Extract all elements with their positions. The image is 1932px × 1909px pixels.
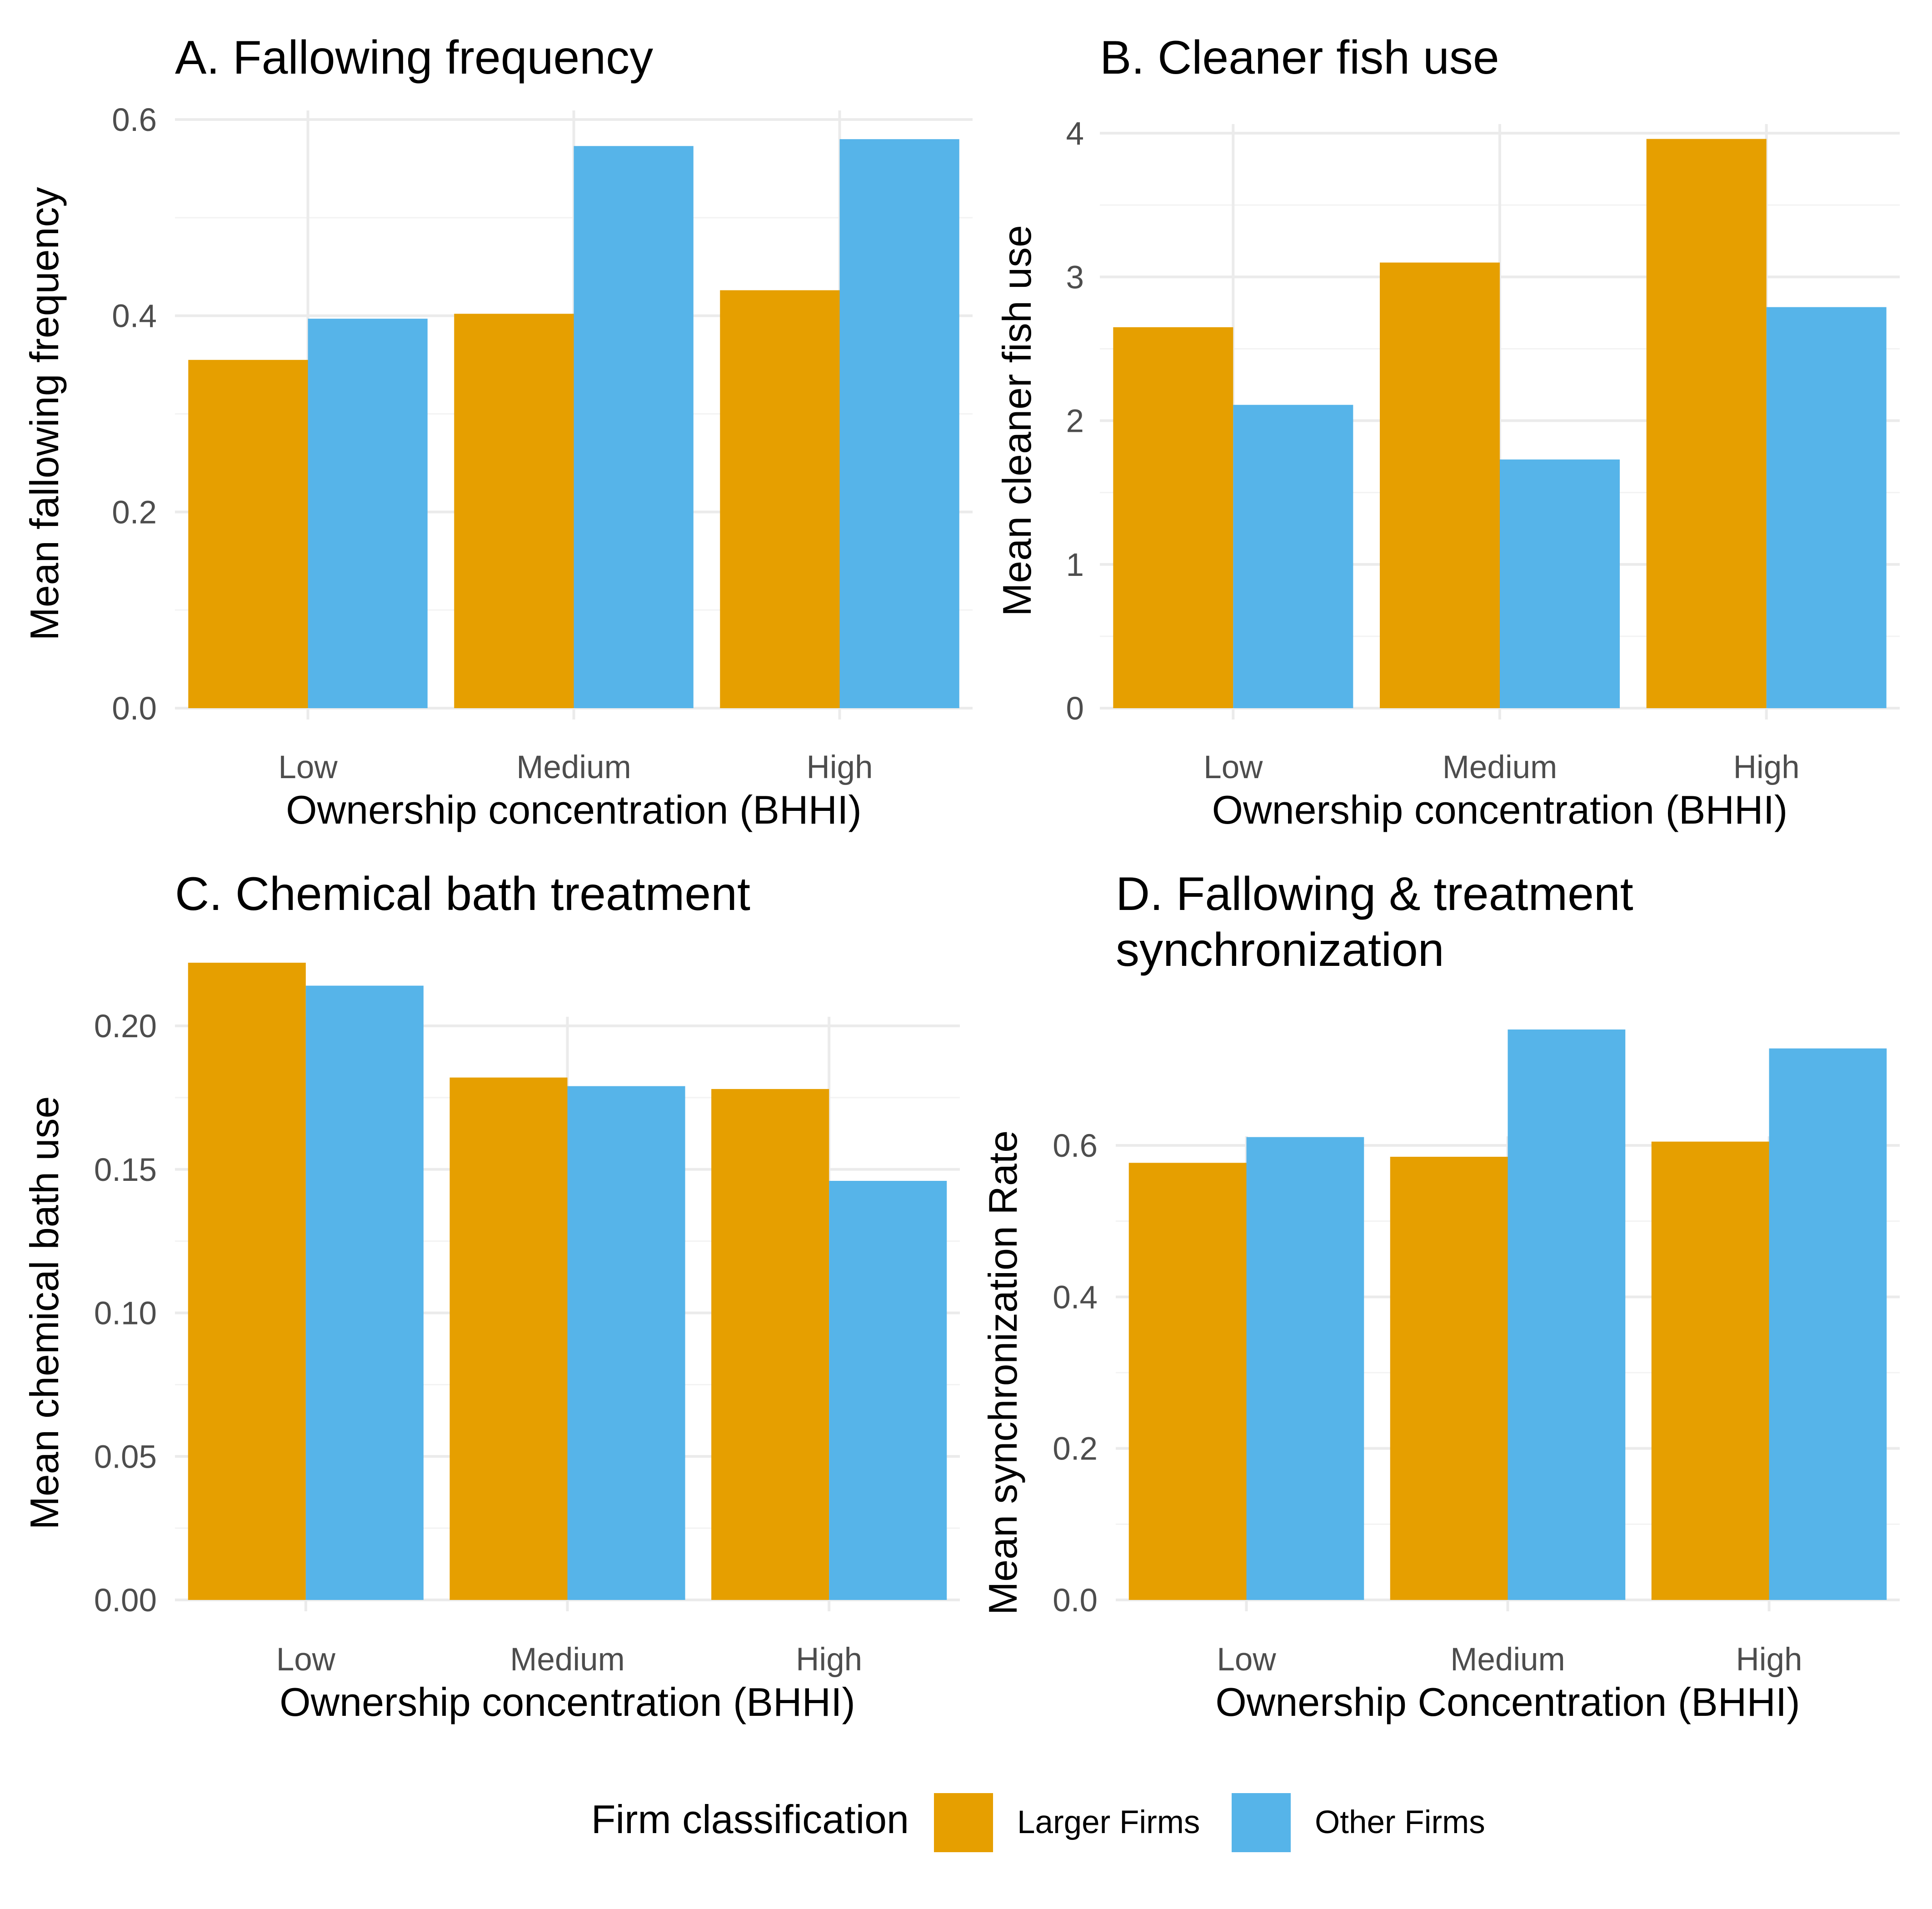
y-tick-label: 3 xyxy=(1066,260,1084,295)
x-axis-title: Ownership concentration (BHHI) xyxy=(1212,787,1788,832)
legend-label: Larger Firms xyxy=(1017,1804,1200,1840)
y-tick-label: 0 xyxy=(1066,691,1084,727)
x-tick-label: High xyxy=(1736,1642,1802,1678)
y-axis-title: Mean fallowing frequency xyxy=(22,187,67,641)
bar-other-firms-medium xyxy=(1500,459,1620,708)
bar-larger-firms-low xyxy=(188,963,306,1600)
bar-larger-firms-low xyxy=(188,360,308,708)
legend-key-other-firms xyxy=(1232,1793,1291,1852)
panel-title: D. Fallowing & treatment synchronization xyxy=(1116,868,1633,976)
bar-other-firms-high xyxy=(839,139,959,709)
legend: Firm classification Larger Firms Other Fir… xyxy=(591,1793,1485,1852)
y-tick-label: 0.10 xyxy=(94,1296,157,1332)
y-tick-label: 0.4 xyxy=(1053,1279,1098,1315)
bar-larger-firms-high xyxy=(711,1089,829,1600)
x-tick-label: High xyxy=(796,1642,862,1678)
x-tick-label: Medium xyxy=(1443,750,1558,785)
bar-other-firms-medium xyxy=(574,146,694,708)
bar-larger-firms-medium xyxy=(1390,1157,1508,1600)
panel-title-line: synchronization xyxy=(1116,924,1444,976)
y-tick-label: 0.0 xyxy=(112,691,157,727)
bar-other-firms-low xyxy=(308,319,428,708)
x-tick-label: Medium xyxy=(510,1642,625,1678)
y-axis-title: Mean chemical bath use xyxy=(22,1096,67,1530)
panel-title: B. Cleaner fish use xyxy=(1100,31,1499,84)
panel-title: C. Chemical bath treatment xyxy=(175,868,750,920)
x-tick-label: Low xyxy=(278,750,338,785)
y-tick-label: 4 xyxy=(1066,116,1084,152)
bar-larger-firms-low xyxy=(1128,1163,1247,1600)
legend-title: Firm classification xyxy=(591,1797,909,1842)
panel-c: 0.00 0.05 0.10 0.15 0.20 Low Medium HighOwnersh… xyxy=(22,868,960,1724)
x-axis-title: Ownership concentration (BHHI) xyxy=(280,1679,855,1724)
bar-larger-firms-high xyxy=(720,290,840,708)
y-tick-label: 0.6 xyxy=(1053,1128,1098,1164)
x-tick-label: High xyxy=(806,750,873,785)
x-axis-title: Ownership Concentration (BHHI) xyxy=(1215,1679,1800,1724)
y-tick-label: 0.4 xyxy=(112,299,157,335)
x-axis-title: Ownership concentration (BHHI) xyxy=(286,787,862,832)
legend-key-larger-firms xyxy=(934,1793,993,1852)
y-tick-label: 0.00 xyxy=(94,1583,157,1619)
y-axis-title: Mean synchronization Rate xyxy=(980,1130,1025,1615)
x-tick-label: Medium xyxy=(516,750,631,785)
bar-other-firms-high xyxy=(1766,307,1887,708)
bar-other-firms-low xyxy=(1246,1137,1364,1600)
bar-larger-firms-high xyxy=(1651,1141,1769,1600)
bar-other-firms-low xyxy=(305,985,424,1600)
x-tick-label: Low xyxy=(1203,750,1263,785)
x-tick-label: Low xyxy=(1217,1642,1276,1678)
x-tick-label: Medium xyxy=(1450,1642,1565,1678)
bar-other-firms-medium xyxy=(1508,1029,1626,1600)
y-axis-title: Mean cleaner fish use xyxy=(994,225,1039,616)
bar-other-firms-high xyxy=(829,1181,947,1600)
y-tick-label: 0.2 xyxy=(112,495,157,530)
y-tick-label: 0.2 xyxy=(1053,1431,1098,1467)
bar-larger-firms-medium xyxy=(1380,262,1500,708)
panel-title-line: D. Fallowing & treatment xyxy=(1116,868,1633,920)
bar-larger-firms-medium xyxy=(449,1077,568,1600)
bar-other-firms-low xyxy=(1233,405,1353,708)
y-tick-label: 0.15 xyxy=(94,1152,157,1188)
bar-other-firms-high xyxy=(1769,1048,1887,1600)
x-tick-label: Low xyxy=(276,1642,336,1678)
x-tick-label: High xyxy=(1733,750,1800,785)
bar-larger-firms-medium xyxy=(454,314,574,708)
y-tick-label: 0.05 xyxy=(94,1439,157,1475)
y-tick-label: 0.6 xyxy=(112,102,157,138)
panel-title: A. Fallowing frequency xyxy=(175,31,653,84)
bar-other-firms-medium xyxy=(567,1086,685,1600)
bar-larger-firms-high xyxy=(1646,139,1767,708)
y-tick-label: 2 xyxy=(1066,404,1084,440)
bar-larger-firms-low xyxy=(1113,327,1233,708)
y-tick-label: 1 xyxy=(1066,547,1084,583)
y-tick-label: 0.0 xyxy=(1053,1583,1098,1619)
y-tick-label: 0.20 xyxy=(94,1009,157,1044)
legend-label: Other Firms xyxy=(1315,1804,1485,1840)
